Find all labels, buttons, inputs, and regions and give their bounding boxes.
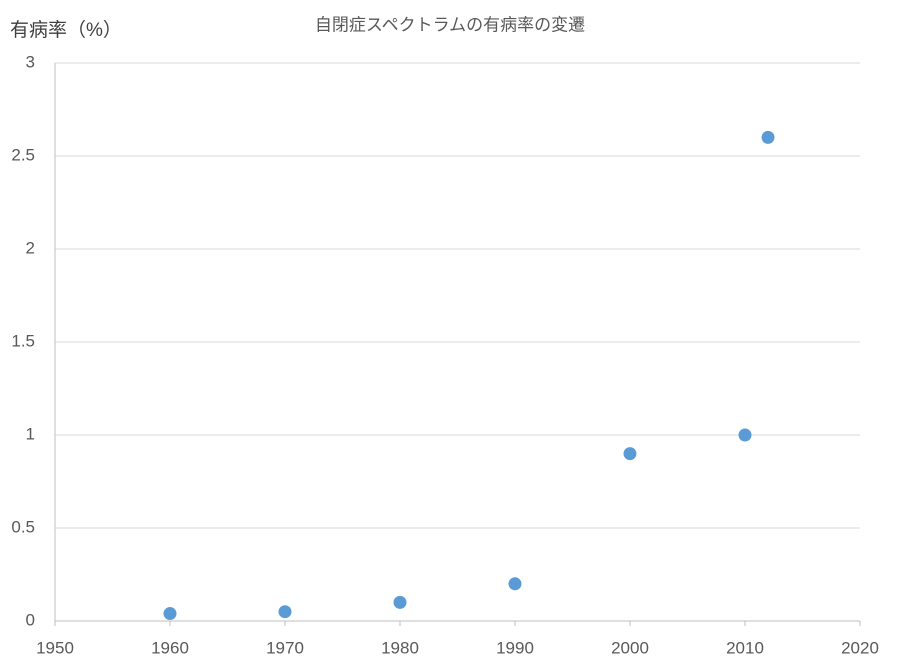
- y-tick-label: 1.5: [11, 331, 35, 350]
- point: [163, 607, 177, 621]
- x-tick-label: 1990: [496, 638, 534, 657]
- x-tick-label: 1960: [151, 638, 189, 657]
- point: [278, 605, 292, 619]
- y-axis-label: 有病率（%）: [10, 19, 122, 41]
- x-tick-label: 2020: [841, 638, 879, 657]
- point: [738, 428, 752, 442]
- chart-title: 自閉症スペクトラムの有病率の変遷: [315, 15, 585, 34]
- x-tick-label: 1970: [266, 638, 304, 657]
- y-tick-label: 2: [26, 238, 35, 257]
- y-tick-label: 1: [26, 424, 35, 443]
- y-tick-label: 0: [26, 610, 35, 629]
- x-tick-label: 2000: [611, 638, 649, 657]
- y-tick-label: 0.5: [11, 517, 35, 536]
- point: [508, 577, 522, 591]
- point: [761, 130, 775, 144]
- x-tick-label: 1980: [381, 638, 419, 657]
- point: [393, 595, 407, 609]
- y-tick-label: 2.5: [11, 145, 35, 164]
- x-tick-label: 1950: [36, 638, 74, 657]
- x-tick-label: 2010: [726, 638, 764, 657]
- point: [623, 447, 637, 461]
- y-tick-label: 3: [26, 52, 35, 71]
